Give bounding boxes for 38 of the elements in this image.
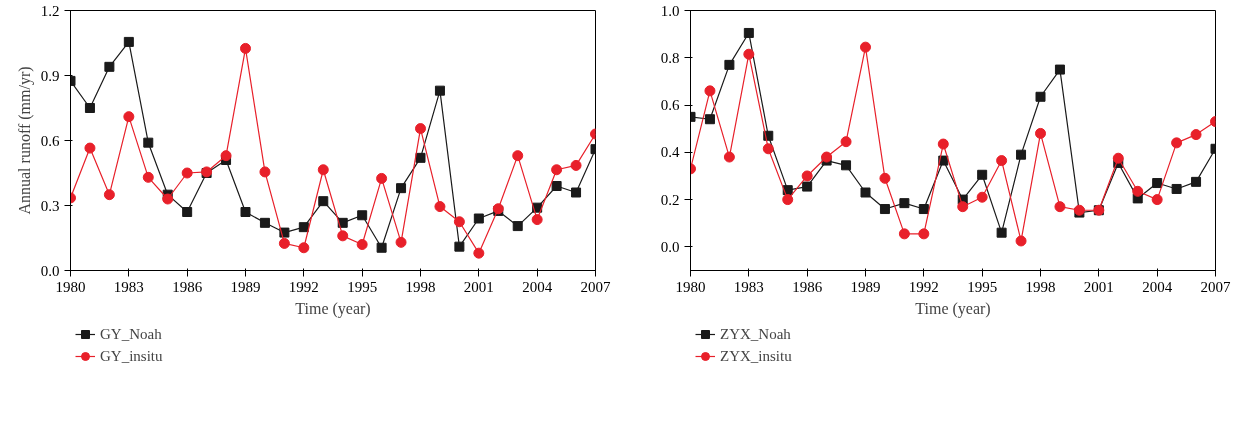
y-axis-title: Annual runoff (mm/yr) (15, 66, 34, 215)
x-tick-label: 1998 (405, 278, 436, 295)
x-tick-label: 1983 (733, 278, 764, 295)
y-tick-label: 0.6 (660, 97, 680, 114)
x-tick-label: 1992 (908, 278, 939, 295)
x-tick-label: 1986 (792, 278, 823, 295)
x-axis-title: Time (year) (915, 299, 991, 318)
y-tick-label: 1.2 (40, 2, 60, 19)
x-tick-label: 1986 (172, 278, 203, 295)
y-tick-label: 0.2 (660, 191, 680, 208)
legend-label: ZYX_Noah (720, 325, 791, 343)
y-tick-label: 0.6 (40, 132, 60, 149)
y-tick-label: 0.0 (40, 262, 60, 279)
y-tick-label: 0.3 (40, 197, 60, 214)
y-tick-label: 1.0 (660, 2, 680, 19)
x-tick-label: 1983 (113, 278, 144, 295)
legend-label: ZYX_insitu (720, 347, 792, 365)
x-tick-label: 1995 (967, 278, 998, 295)
x-tick-label: 2001 (1083, 278, 1114, 295)
x-tick-label: 2004 (522, 278, 553, 295)
x-tick-label: 2007 (1200, 278, 1231, 295)
x-tick-label: 2004 (1142, 278, 1173, 295)
x-tick-label: 1989 (850, 278, 881, 295)
x-axis-title: Time (year) (295, 299, 371, 318)
x-tick-label: 1995 (347, 278, 378, 295)
y-tick-label: 0.8 (660, 49, 680, 66)
y-tick-label: 0.4 (660, 144, 680, 161)
x-tick-label: 2001 (463, 278, 494, 295)
x-tick-label: 1980 (675, 278, 706, 295)
x-tick-label: 2007 (580, 278, 611, 295)
legend-label: GY_Noah (100, 325, 162, 343)
x-tick-label: 1998 (1025, 278, 1056, 295)
legend-label: GY_insitu (100, 347, 163, 365)
y-tick-label: 0.0 (660, 238, 680, 255)
x-tick-label: 1992 (288, 278, 319, 295)
x-tick-label: 1989 (230, 278, 261, 295)
x-tick-label: 1980 (55, 278, 86, 295)
y-tick-label: 0.9 (40, 67, 60, 84)
